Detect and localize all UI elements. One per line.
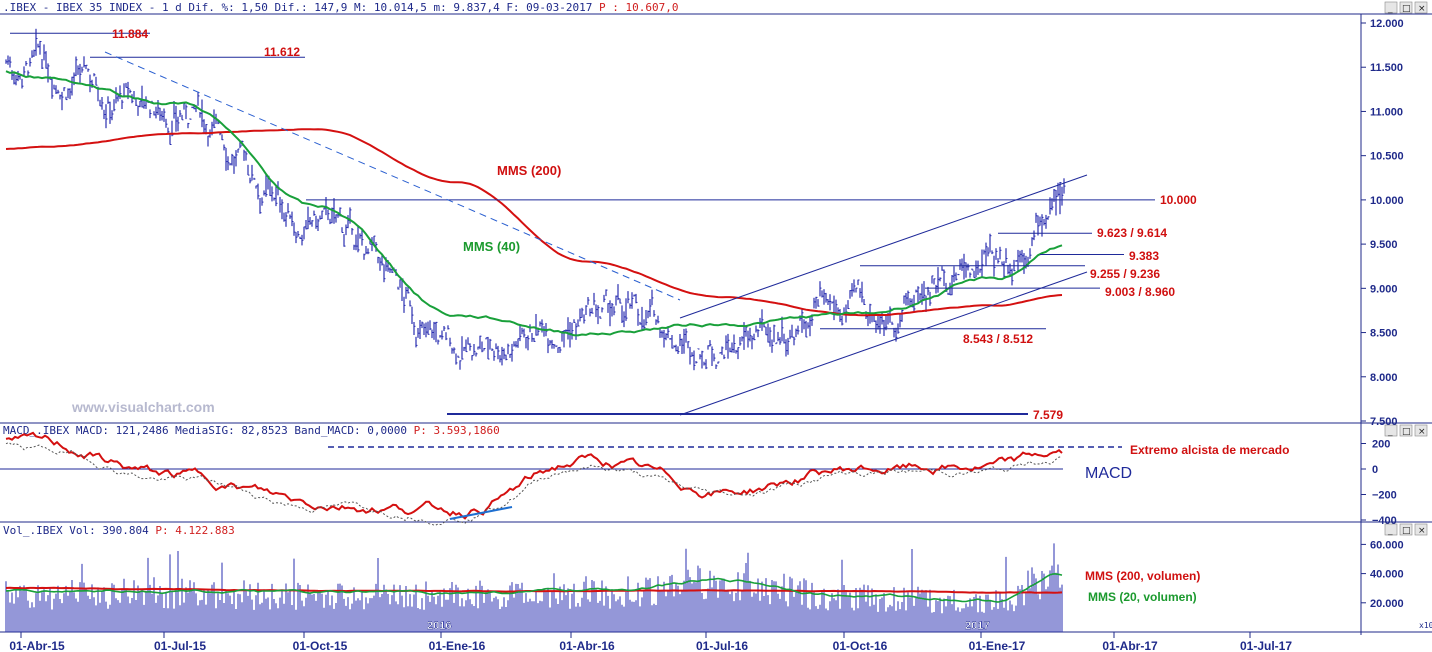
close-icon: × xyxy=(1418,526,1426,536)
macd-minimize-button[interactable] xyxy=(1384,424,1398,437)
x-tick-label: 01-Abr-17 xyxy=(1102,639,1158,652)
price-minimize-button[interactable] xyxy=(1384,1,1398,14)
price-y-tick-label: 7.500 xyxy=(1370,416,1398,428)
price-close-button[interactable] xyxy=(1414,1,1428,14)
mms200-line xyxy=(5,128,1063,317)
close-icon: × xyxy=(1418,427,1426,437)
price-y-tick-label: 10.000 xyxy=(1370,195,1404,207)
level-lines: 11.884 11.612 10.000 9.623 / 9.614 9.383 9.25… xyxy=(10,27,1197,422)
macd-extreme-label: Extremo alcista de mercado xyxy=(1130,443,1289,457)
price-y-tick-label: 10.500 xyxy=(1370,151,1404,163)
minimize-icon: _ xyxy=(1387,526,1393,536)
level-8543-label: 8.543 / 8.512 xyxy=(963,332,1033,346)
vol-mms20-label: MMS (20, volumen) xyxy=(1088,590,1197,604)
macd-label: MACD xyxy=(1085,465,1132,482)
maximize-icon: □ xyxy=(1402,4,1411,14)
vol-mms20-line xyxy=(5,572,1063,603)
x-tick-label: 01-Ene-17 xyxy=(969,639,1026,652)
volume-close-button[interactable] xyxy=(1414,523,1428,536)
downtrend-line xyxy=(104,51,681,301)
level-9003-label: 9.003 / 8.960 xyxy=(1105,285,1175,299)
x-tick-label: 01-Abr-16 xyxy=(559,639,615,652)
x-tick-label: 01-Jul-17 xyxy=(1240,639,1292,652)
year-mark-2017: 2017 xyxy=(965,620,989,632)
x-tick-label: 01-Oct-15 xyxy=(293,639,348,652)
macd-close-button[interactable] xyxy=(1414,424,1428,437)
mms40-label: MMS (40) xyxy=(463,239,520,254)
y-axis-ticks: 12.000 11.500 11.000 10.500 10.000 9.500 9.000… xyxy=(1361,18,1404,610)
price-y-tick-label: 11.500 xyxy=(1370,62,1403,74)
volume-y-tick-label: 60.000 xyxy=(1370,539,1404,551)
maximize-icon: □ xyxy=(1402,526,1411,536)
volume-y-tick-label: 40.000 xyxy=(1370,569,1404,581)
x-tick-label: 01-Jul-16 xyxy=(696,639,748,652)
vol-mms200-label: MMS (200, volumen) xyxy=(1085,569,1200,583)
price-y-tick-label: 9.500 xyxy=(1370,239,1398,251)
macd-y-tick-label: −400 xyxy=(1372,515,1397,527)
year-mark-2016: 2016 xyxy=(427,620,451,632)
x-axis-ticks: 01-Abr-15 01-Jul-15 01-Oct-15 01-Ene-16 01-A… xyxy=(9,632,1292,652)
level-9255-label: 9.255 / 9.236 xyxy=(1090,267,1160,281)
price-y-tick-label: 12.000 xyxy=(1370,18,1404,30)
channel-lower-line xyxy=(679,271,1088,416)
volume-header: Vol_.IBEX Vol: 390.804 P: 4.122.883 xyxy=(3,524,235,537)
price-maximize-button[interactable] xyxy=(1399,1,1413,14)
macd-y-tick-label: 0 xyxy=(1372,464,1378,476)
macd-y-tick-label: −200 xyxy=(1372,490,1397,502)
macd-header: MACD_.IBEX MACD: 121,2486 MediaSIG: 82,8… xyxy=(3,424,500,437)
volume-unit-label: x10 xyxy=(1419,621,1432,630)
price-y-tick-label: 11.000 xyxy=(1370,106,1403,118)
close-icon: × xyxy=(1418,4,1426,14)
x-tick-label: 01-Ene-16 xyxy=(429,639,486,652)
macd-divergence-line xyxy=(449,506,513,520)
volume-window-buttons[interactable]: _ □ × xyxy=(1384,523,1428,536)
volume-maximize-button[interactable] xyxy=(1399,523,1413,536)
macd-signal-line xyxy=(5,441,1063,526)
level-9383-label: 9.383 xyxy=(1129,249,1159,263)
x-tick-label: 01-Jul-15 xyxy=(154,639,206,652)
level-11884-label: 11.884 xyxy=(112,27,148,41)
price-header: .IBEX - IBEX 35 INDEX - 1 d Dif. %: 1,50… xyxy=(3,1,679,14)
price-y-tick-label: 8.500 xyxy=(1370,328,1398,340)
price-y-tick-label: 8.000 xyxy=(1370,372,1398,384)
indicator-lines xyxy=(0,70,1122,603)
macd-window-buttons[interactable]: _ □ × xyxy=(1384,424,1428,437)
minimize-icon: _ xyxy=(1387,4,1393,14)
price-y-tick-label: 9.000 xyxy=(1370,283,1398,295)
volume-minimize-button[interactable] xyxy=(1384,523,1398,536)
level-7579-label: 7.579 xyxy=(1033,408,1063,422)
watermark: www.visualchart.com xyxy=(71,399,215,415)
minimize-icon: _ xyxy=(1387,427,1393,437)
macd-line xyxy=(5,431,1063,520)
volume-y-tick-label: 20.000 xyxy=(1370,598,1404,610)
maximize-icon: □ xyxy=(1402,427,1411,437)
level-9623-label: 9.623 / 9.614 xyxy=(1097,226,1167,240)
level-11612-label: 11.612 xyxy=(264,45,300,59)
x-tick-label: 01-Oct-16 xyxy=(833,639,888,652)
level-10000-label: 10.000 xyxy=(1160,193,1197,207)
price-window-buttons[interactable]: _ □ × xyxy=(1384,1,1428,14)
mms200-label: MMS (200) xyxy=(497,163,561,178)
channel-upper-line xyxy=(679,174,1088,319)
x-tick-label: 01-Abr-15 xyxy=(9,639,65,652)
macd-maximize-button[interactable] xyxy=(1399,424,1413,437)
mms40-line xyxy=(5,70,1063,337)
macd-y-tick-label: 200 xyxy=(1372,439,1390,451)
